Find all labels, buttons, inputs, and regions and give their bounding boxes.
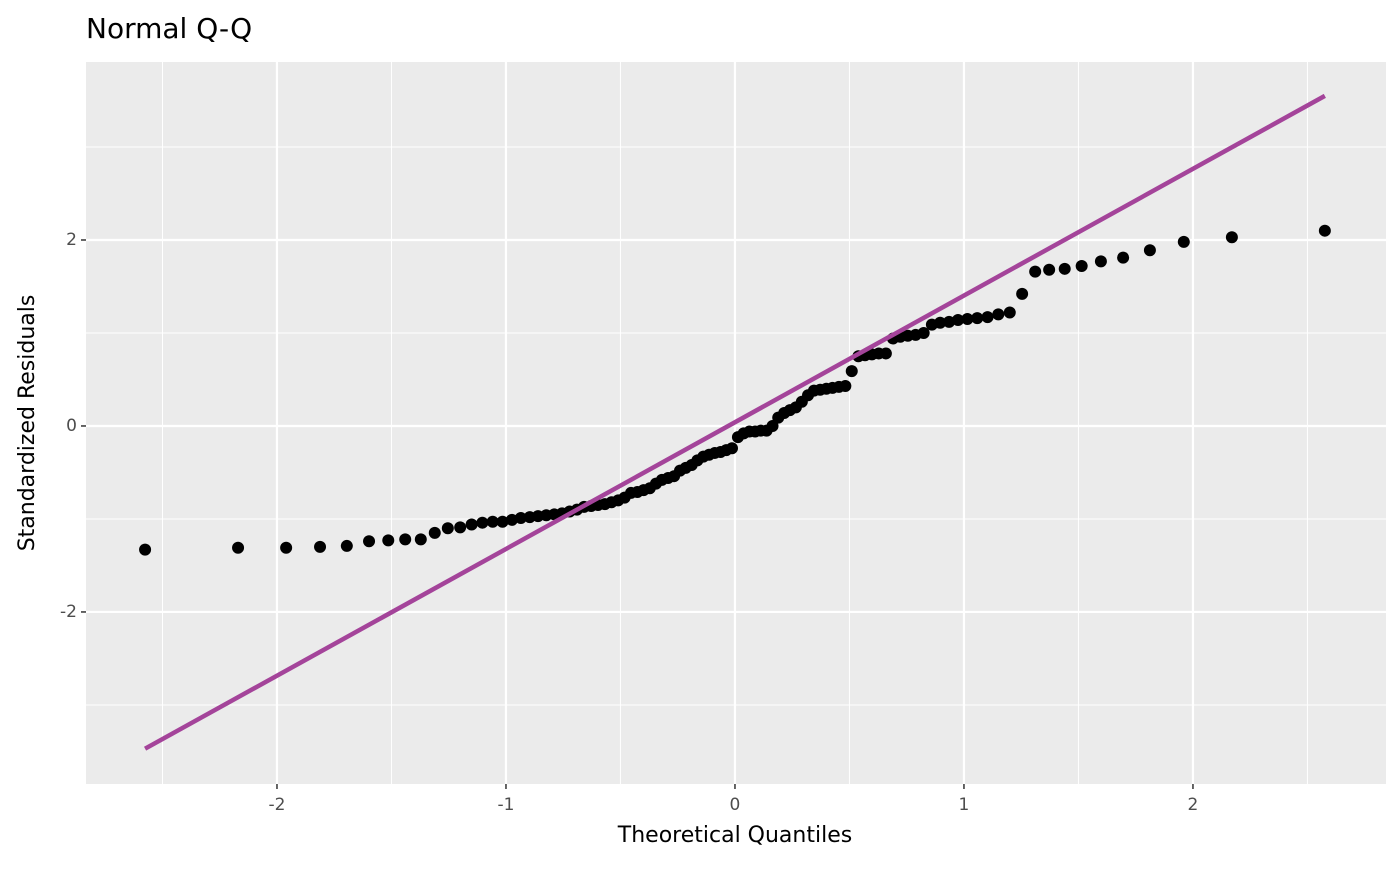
point [505,513,518,526]
point [1177,235,1190,248]
point [1043,263,1056,276]
point [1003,306,1016,319]
y-axis-label: Standardized Residuals [15,295,40,552]
point [845,365,858,378]
point [839,379,852,392]
chart-title: Normal Q-Q [86,12,252,45]
point [992,308,1005,321]
x-tick-label: -1 [497,795,514,815]
point [314,540,327,553]
point [934,316,947,329]
reference-line [143,93,1326,751]
point [514,512,527,525]
point [943,315,956,328]
point [1016,287,1029,300]
point [1075,260,1088,273]
x-tick-label: 0 [730,795,741,815]
point [1318,224,1331,237]
point [1143,244,1156,257]
point [1094,255,1107,268]
y-tick-label: 2 [66,230,77,250]
point [382,534,395,547]
point [879,347,892,360]
point [363,535,376,548]
x-axis-label: Theoretical Quantiles [617,823,852,848]
point [486,515,499,528]
point [1117,251,1130,264]
y-tick-label: -2 [60,602,77,622]
point [1225,231,1238,244]
x-tick-label: 1 [959,795,970,815]
point [971,312,984,325]
x-tick-label: -2 [269,795,286,815]
point [961,313,974,326]
point [1058,262,1071,275]
point [952,313,965,326]
point [476,516,489,529]
point [454,521,467,534]
point [414,533,427,546]
point [496,515,509,528]
point [725,442,738,455]
point [232,541,245,554]
y-tick-label: 0 [66,416,77,436]
x-tick-label: 2 [1188,795,1199,815]
point [981,311,994,324]
point [139,543,152,556]
point [280,541,293,554]
point [428,526,441,539]
point [766,419,779,432]
point [340,539,353,552]
point [465,518,478,531]
point [917,326,930,339]
point [441,522,454,535]
point [399,533,412,546]
point [1029,265,1042,278]
